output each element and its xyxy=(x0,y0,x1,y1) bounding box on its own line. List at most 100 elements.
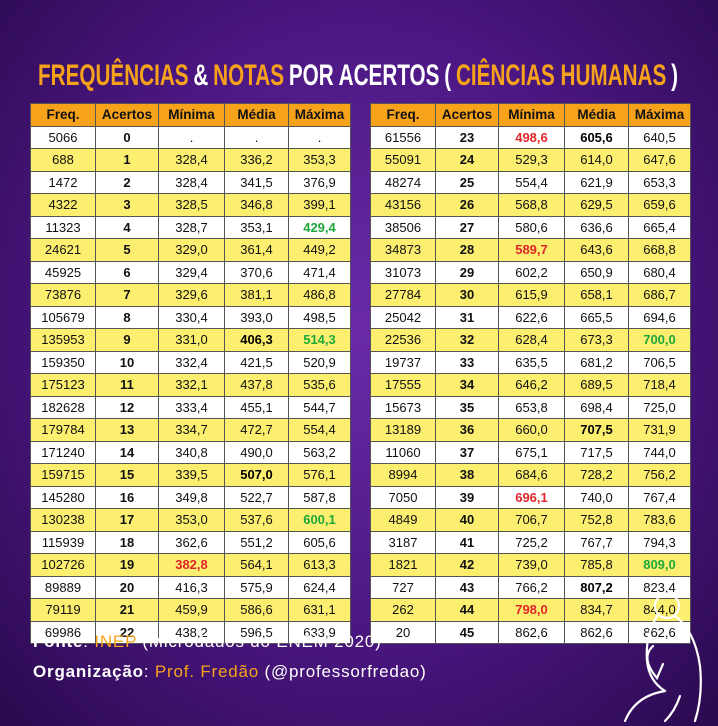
table-cell: 61556 xyxy=(370,125,436,149)
table-cell: 31073 xyxy=(370,260,436,284)
table-cell: 175123 xyxy=(30,373,96,397)
table-cell: 568,8 xyxy=(498,193,565,217)
table-cell: 27 xyxy=(435,215,499,239)
table-cell: 26 xyxy=(435,193,499,217)
table-cell: 680,4 xyxy=(628,260,691,284)
table-cell: 353,3 xyxy=(288,148,351,172)
table-cell: 89889 xyxy=(30,575,96,599)
table-cell: 328,4 xyxy=(158,148,225,172)
table-cell: 684,6 xyxy=(498,463,565,487)
table-cell: 35 xyxy=(435,395,499,419)
table-cell: 79119 xyxy=(30,598,96,622)
table-cell: 11060 xyxy=(370,440,436,464)
header-row: Freq. Acertos Mínima Média Máxima xyxy=(30,103,351,127)
table-cell: 24621 xyxy=(30,238,96,262)
column-header: Mínima xyxy=(498,103,565,127)
table-cell: 382,8 xyxy=(158,553,225,577)
table-cell: 707,5 xyxy=(564,418,629,442)
table-cell: 438,2 xyxy=(158,620,225,644)
table-row: 73876 7 329,6 381,1 486,8 xyxy=(30,283,351,307)
table-cell: 135953 xyxy=(30,328,96,352)
table-cell: 681,2 xyxy=(564,350,629,374)
table-row: 31073 29 602,2 650,9 680,4 xyxy=(370,260,691,284)
table-cell: 665,4 xyxy=(628,215,691,239)
table-cell: 659,6 xyxy=(628,193,691,217)
table-cell: 783,6 xyxy=(628,508,691,532)
table-cell: 646,2 xyxy=(498,373,565,397)
table-cell: 3187 xyxy=(370,530,436,554)
table-cell: 686,7 xyxy=(628,283,691,307)
table-right: Freq. Acertos Mínima Média Máxima 61556 23 498,… xyxy=(370,103,691,644)
table-cell: 537,6 xyxy=(224,508,289,532)
table-row: 61556 23 498,6 605,6 640,5 xyxy=(370,125,691,149)
table-cell: 21 xyxy=(95,598,159,622)
table-cell: 589,7 xyxy=(498,238,565,262)
footer-part: Fonte xyxy=(33,632,84,651)
table-cell: 55091 xyxy=(370,148,436,172)
table-row: 159715 15 339,5 507,0 576,1 xyxy=(30,463,351,487)
table-cell: 575,9 xyxy=(224,575,289,599)
table-cell: 182628 xyxy=(30,395,96,419)
table-row: 38506 27 580,6 636,6 665,4 xyxy=(370,215,691,239)
table-cell: 0 xyxy=(95,125,159,149)
table-cell: 653,8 xyxy=(498,395,565,419)
table-cell: 329,6 xyxy=(158,283,225,307)
table-cell: 544,7 xyxy=(288,395,351,419)
table-cell: 330,4 xyxy=(158,305,225,329)
table-cell: 34 xyxy=(435,373,499,397)
table-row: 145280 16 349,8 522,7 587,8 xyxy=(30,485,351,509)
table-cell: 11323 xyxy=(30,215,96,239)
table-cell: 16 xyxy=(95,485,159,509)
table-cell: 636,6 xyxy=(564,215,629,239)
footer-line: Fonte: INEP (Microdados do ENEM 2020) xyxy=(33,627,427,657)
table-cell: 689,5 xyxy=(564,373,629,397)
table-cell: 766,2 xyxy=(498,575,565,599)
table-cell: 834,7 xyxy=(564,598,629,622)
table-cell: 42 xyxy=(435,553,499,577)
table-cell: 459,9 xyxy=(158,598,225,622)
table-row: 15673 35 653,8 698,4 725,0 xyxy=(370,395,691,419)
title-part: CIÊNCIAS HUMANAS xyxy=(456,58,666,92)
table-cell: 27784 xyxy=(370,283,436,307)
table-cell: 522,7 xyxy=(224,485,289,509)
table-cell: 12 xyxy=(95,395,159,419)
table-cell: 650,9 xyxy=(564,260,629,284)
table-cell: 333,4 xyxy=(158,395,225,419)
table-cell: 554,4 xyxy=(288,418,351,442)
table-cell: 529,3 xyxy=(498,148,565,172)
table-cell: 4322 xyxy=(30,193,96,217)
table-cell: 718,4 xyxy=(628,373,691,397)
table-cell: 33 xyxy=(435,350,499,374)
table-cell: 339,5 xyxy=(158,463,225,487)
table-cell: 4849 xyxy=(370,508,436,532)
table-cell: 376,9 xyxy=(288,170,351,194)
table-cell: 809,0 xyxy=(628,553,691,577)
table-cell: 17 xyxy=(95,508,159,532)
table-cell: 728,2 xyxy=(564,463,629,487)
table-cell: 13189 xyxy=(370,418,436,442)
table-cell: 332,1 xyxy=(158,373,225,397)
table-cell: 336,2 xyxy=(224,148,289,172)
footer-line: Organização: Prof. Fredão (@professorfre… xyxy=(33,657,427,687)
table-row: 105679 8 330,4 393,0 498,5 xyxy=(30,305,351,329)
table-cell: 353,1 xyxy=(224,215,289,239)
table-cell: 19 xyxy=(95,553,159,577)
table-cell: 328,4 xyxy=(158,170,225,194)
table-cell: 471,4 xyxy=(288,260,351,284)
table-cell: 171240 xyxy=(30,440,96,464)
table-cell: 39 xyxy=(435,485,499,509)
table-cell: 416,3 xyxy=(158,575,225,599)
table-row: 1472 2 328,4 341,5 376,9 xyxy=(30,170,351,194)
footer-part: (@professorfredao) xyxy=(258,662,427,681)
table-cell: 785,8 xyxy=(564,553,629,577)
table-cell: 25042 xyxy=(370,305,436,329)
table-row: 69986 22 438,2 596,5 633,9 xyxy=(30,620,351,644)
table-cell: 29 xyxy=(435,260,499,284)
table-cell: 340,8 xyxy=(158,440,225,464)
table-cell: 48274 xyxy=(370,170,436,194)
table-cell: 752,8 xyxy=(564,508,629,532)
footer-part: INEP xyxy=(94,632,137,651)
table-cell: . xyxy=(158,125,225,149)
table-row: 159350 10 332,4 421,5 520,9 xyxy=(30,350,351,374)
table-cell: 328,5 xyxy=(158,193,225,217)
